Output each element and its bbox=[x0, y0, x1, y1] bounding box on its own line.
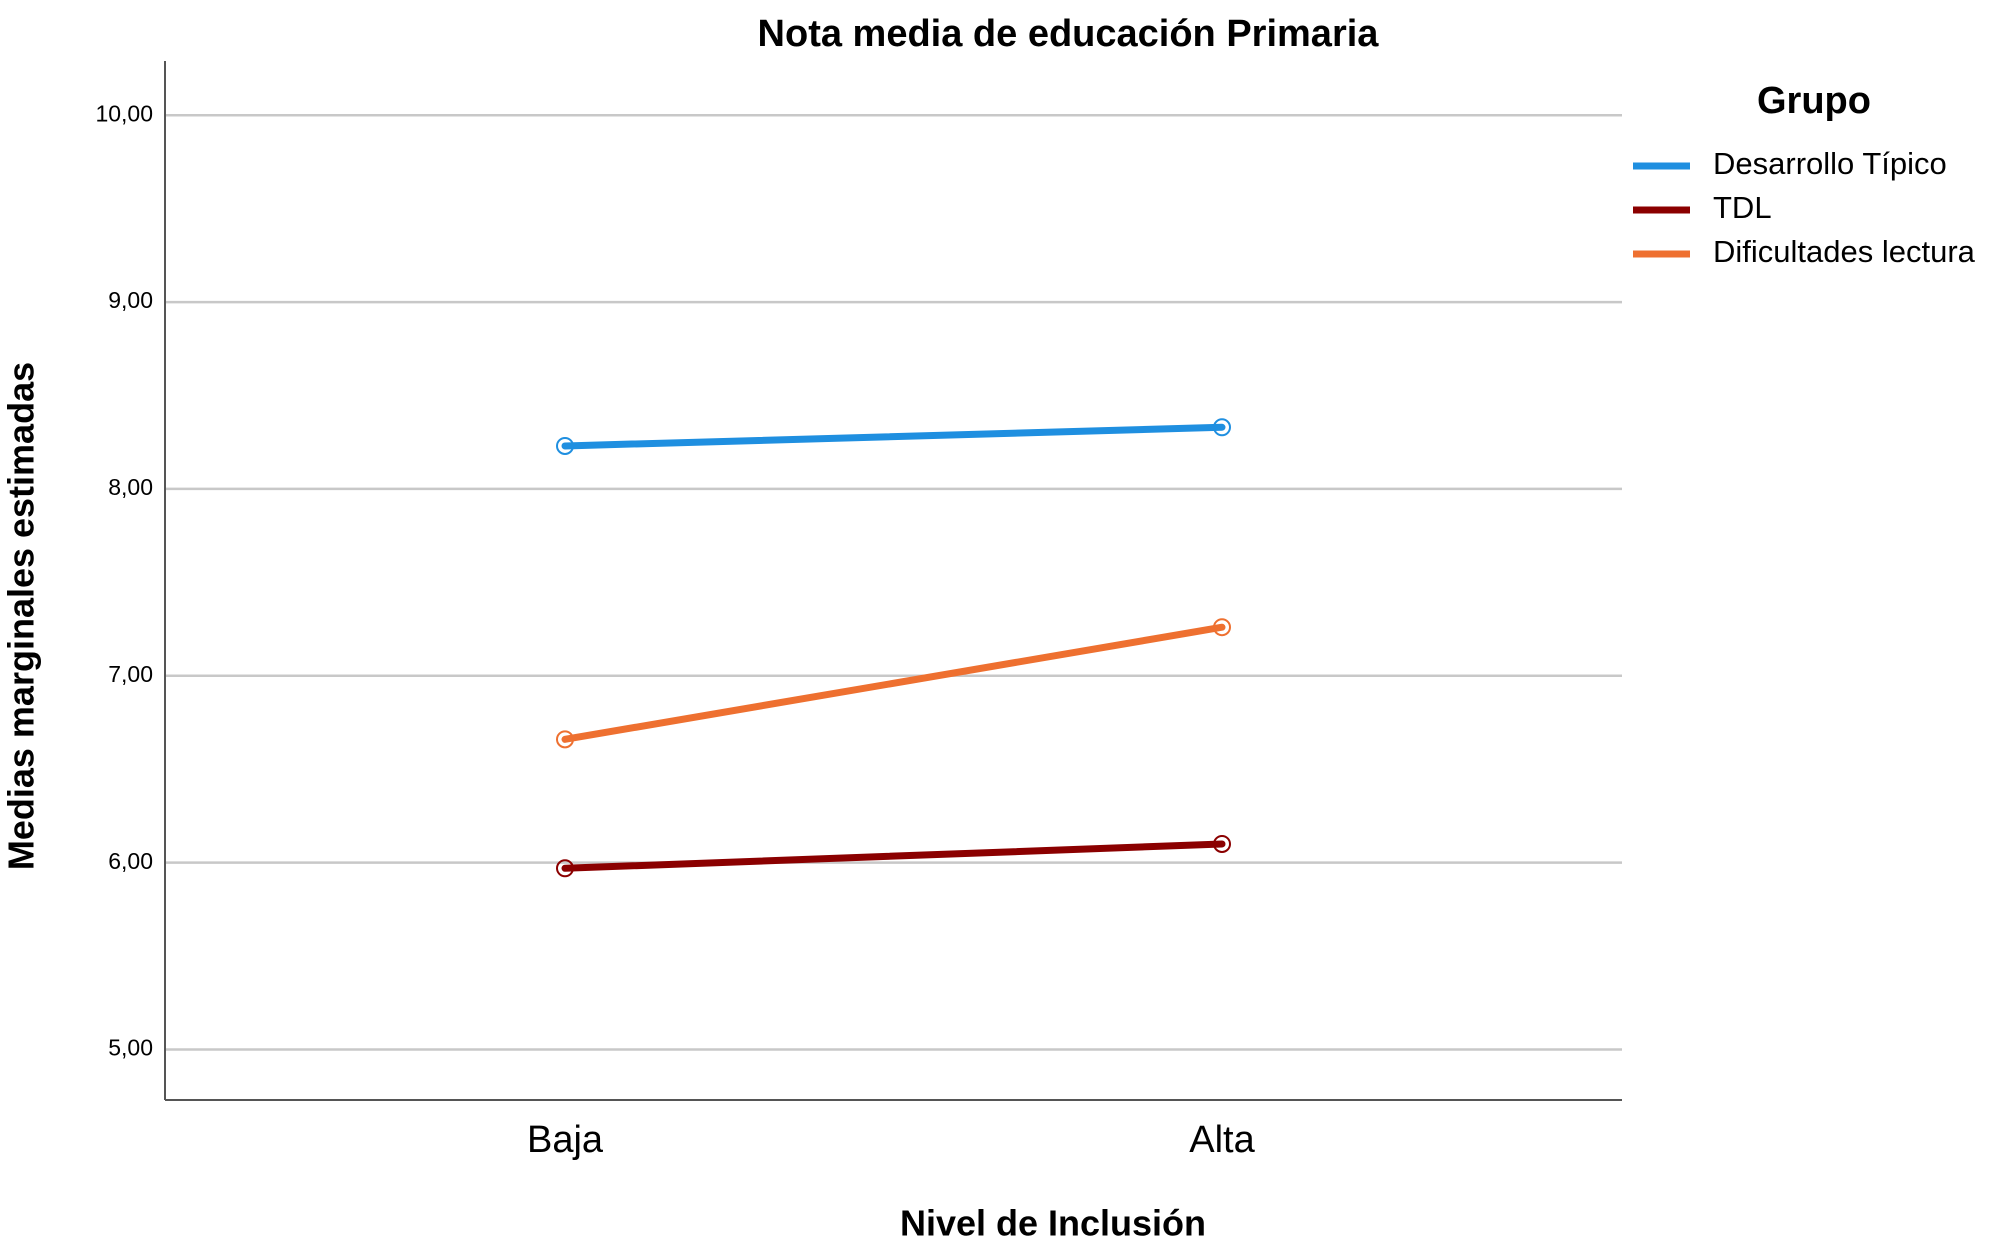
y-tick-label: 6,00 bbox=[108, 848, 153, 874]
point-marker bbox=[556, 730, 574, 749]
y-tick-label: 7,00 bbox=[108, 661, 153, 687]
legend-label: Dificultades lectura bbox=[1713, 234, 1976, 269]
point-marker bbox=[1213, 618, 1231, 637]
y-axis-label: Medias marginales estimadas bbox=[1, 362, 42, 870]
series-line bbox=[561, 623, 1226, 743]
series-line bbox=[561, 423, 1226, 450]
point-marker bbox=[1213, 418, 1231, 437]
legend-title: Grupo bbox=[1757, 80, 1871, 122]
point-marker bbox=[556, 859, 574, 878]
y-tick-label: 9,00 bbox=[108, 287, 153, 313]
y-tick-label: 8,00 bbox=[108, 474, 153, 500]
y-tick-label: 5,00 bbox=[108, 1035, 153, 1061]
chart-title: Nota media de educación Primaria bbox=[758, 13, 1380, 55]
series-line bbox=[561, 840, 1226, 872]
point-marker bbox=[556, 436, 574, 455]
x-axis-label: Nivel de Inclusión bbox=[900, 1203, 1206, 1242]
x-tick-label: Alta bbox=[1189, 1119, 1255, 1161]
legend-label: TDL bbox=[1713, 190, 1772, 225]
x-tick-label: Baja bbox=[527, 1119, 604, 1161]
y-tick-label: 10,00 bbox=[95, 100, 153, 126]
point-marker bbox=[1213, 834, 1231, 853]
legend-label: Desarrollo Típico bbox=[1713, 146, 1947, 181]
